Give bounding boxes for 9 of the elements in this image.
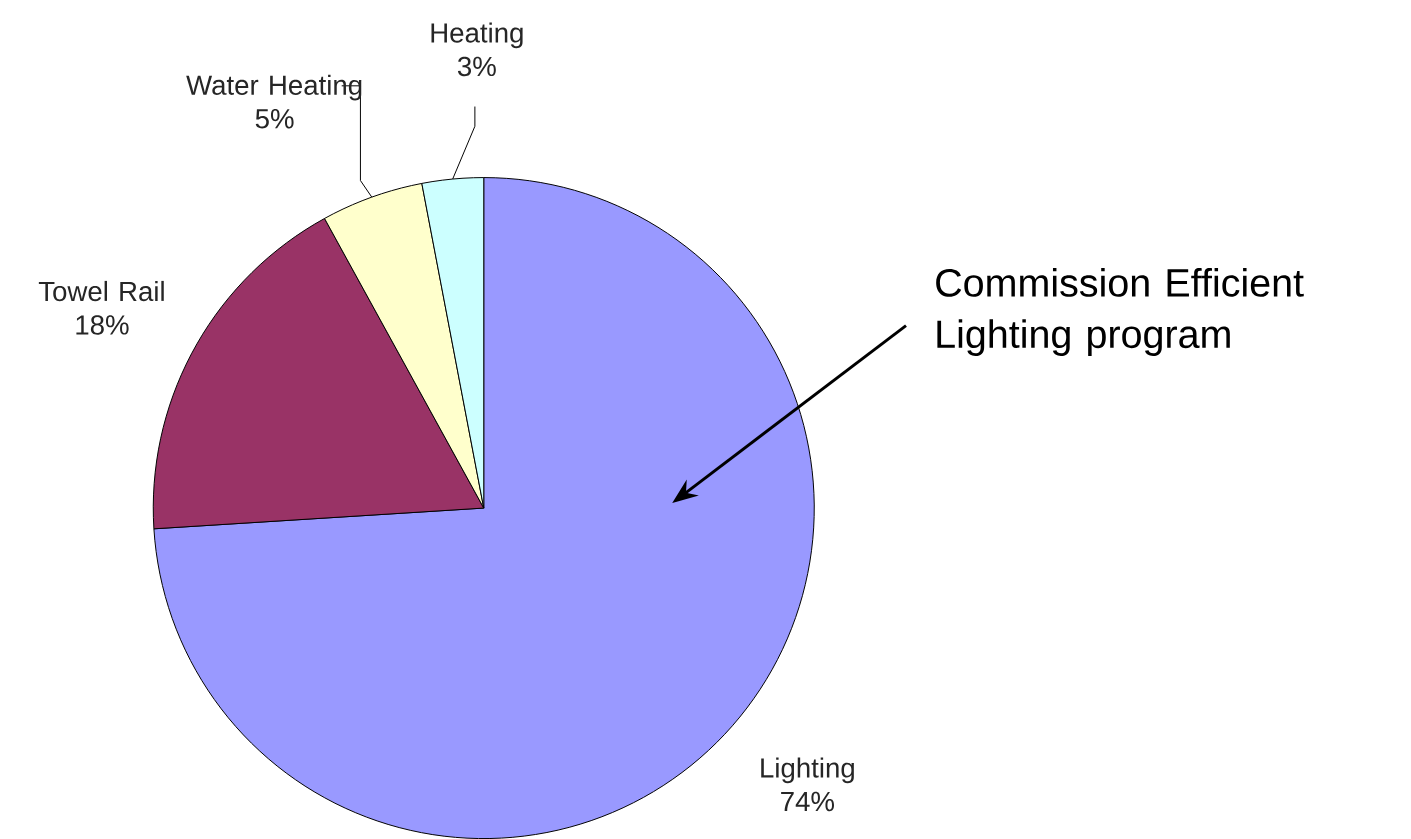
text: Commission Efficient Lighting program bbox=[936, 267, 1304, 356]
slice-label: Water Heating bbox=[186, 74, 362, 101]
data-label: 74% bbox=[781, 791, 835, 812]
data-label: 5% bbox=[255, 109, 294, 129]
slice-label: Towel Rail bbox=[38, 280, 164, 302]
slice-label: Lighting bbox=[761, 757, 854, 784]
data-label: 3% bbox=[457, 56, 496, 77]
slice-label: Heating bbox=[431, 22, 523, 49]
data-label: 18% bbox=[76, 315, 129, 335]
